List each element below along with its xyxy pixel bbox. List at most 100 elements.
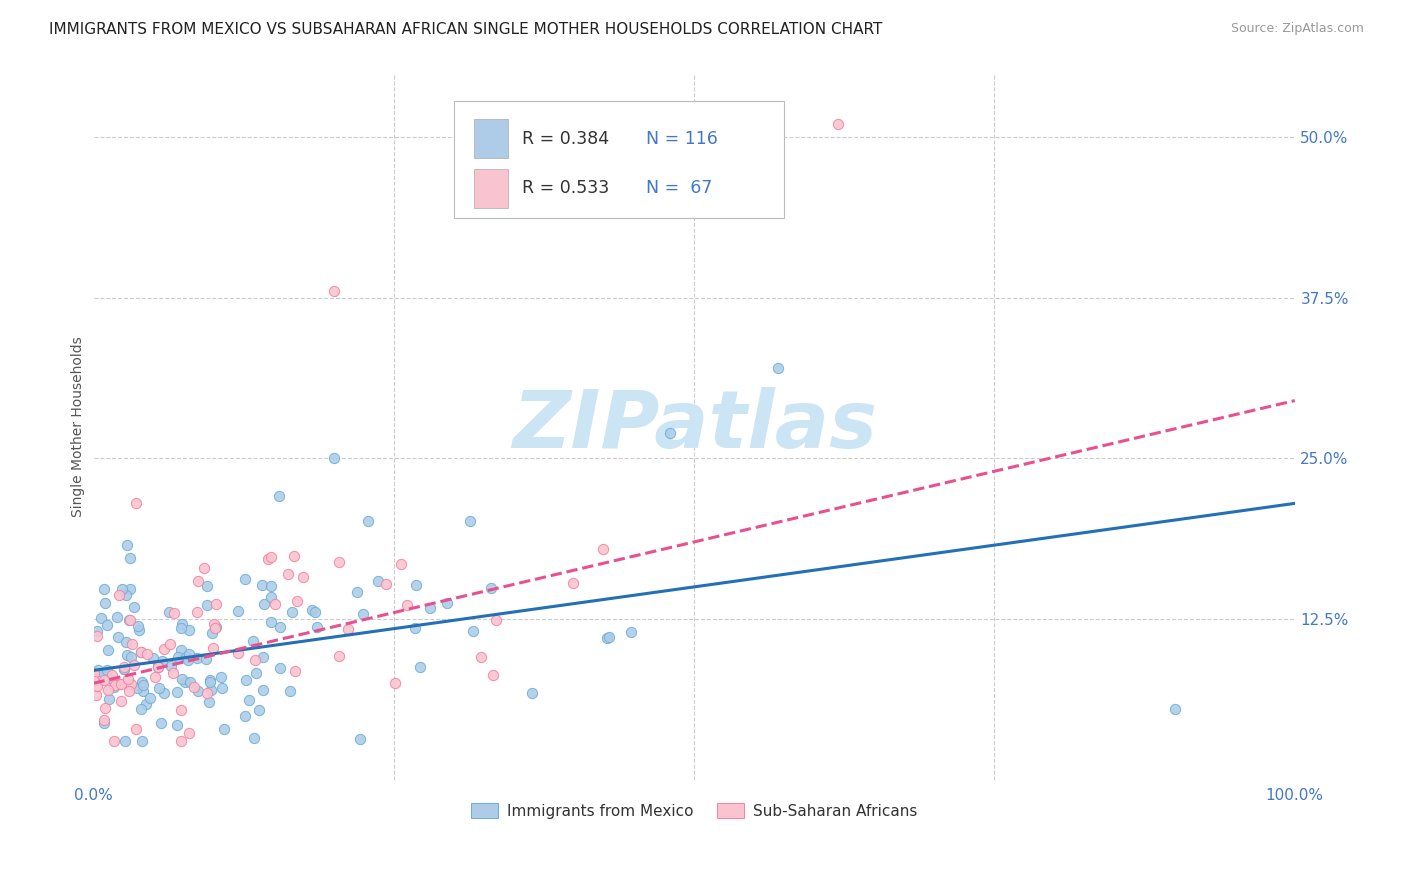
Point	[150, 654, 173, 668]
Point	[561, 575, 583, 590]
Point	[304, 605, 326, 619]
Point	[170, 672, 193, 686]
Bar	[474, 169, 508, 208]
Point	[120, 551, 142, 566]
Point	[592, 541, 614, 556]
Point	[112, 660, 135, 674]
Point	[485, 613, 508, 627]
Point	[118, 613, 141, 627]
Point	[157, 605, 180, 619]
Point	[170, 621, 193, 635]
Point	[419, 600, 441, 615]
Point	[367, 574, 389, 588]
Point	[357, 514, 380, 528]
Point	[107, 588, 129, 602]
Point	[264, 598, 287, 612]
Point	[160, 659, 183, 673]
Point	[86, 688, 108, 702]
Point	[170, 616, 193, 631]
Point	[105, 609, 128, 624]
Point	[458, 514, 481, 528]
Point	[117, 673, 139, 687]
Point	[280, 606, 302, 620]
Point	[87, 663, 110, 677]
Point	[768, 361, 790, 376]
Point	[827, 117, 849, 131]
Point	[259, 549, 281, 564]
Text: IMMIGRANTS FROM MEXICO VS SUBSAHARAN AFRICAN SINGLE MOTHER HOUSEHOLDS CORRELATIO: IMMIGRANTS FROM MEXICO VS SUBSAHARAN AFR…	[49, 22, 883, 37]
Point	[242, 634, 264, 648]
Point	[143, 670, 166, 684]
Point	[121, 637, 143, 651]
Point	[83, 674, 105, 689]
Point	[125, 681, 148, 696]
Point	[202, 617, 225, 632]
Point	[115, 538, 138, 552]
Point	[125, 723, 148, 737]
Point	[481, 668, 503, 682]
Point	[233, 708, 256, 723]
Point	[177, 726, 200, 740]
Point	[86, 679, 108, 693]
Text: Source: ZipAtlas.com: Source: ZipAtlas.com	[1230, 22, 1364, 36]
Point	[245, 665, 267, 680]
Point	[112, 662, 135, 676]
Point	[228, 604, 250, 618]
Point	[90, 611, 112, 625]
Point	[93, 596, 115, 610]
Point	[269, 661, 291, 675]
Point	[193, 561, 215, 575]
Point	[226, 646, 249, 660]
Point	[129, 645, 152, 659]
Point	[139, 690, 162, 705]
Point	[596, 631, 619, 645]
Point	[436, 596, 458, 610]
Point	[97, 692, 120, 706]
Point	[107, 630, 129, 644]
Point	[285, 594, 308, 608]
Point	[598, 630, 620, 644]
Point	[235, 673, 257, 688]
Point	[101, 673, 124, 687]
Point	[187, 574, 209, 588]
Point	[404, 621, 426, 635]
Point	[204, 621, 226, 635]
Point	[86, 624, 108, 639]
Point	[187, 683, 209, 698]
Legend: Immigrants from Mexico, Sub-Saharan Africans: Immigrants from Mexico, Sub-Saharan Afri…	[464, 797, 924, 825]
Point	[96, 642, 118, 657]
Point	[97, 682, 120, 697]
Point	[170, 734, 193, 748]
Point	[470, 649, 492, 664]
Point	[179, 674, 201, 689]
Point	[1163, 702, 1185, 716]
Point	[200, 683, 222, 698]
Point	[659, 425, 682, 440]
Text: R = 0.384: R = 0.384	[523, 129, 610, 148]
Point	[269, 620, 291, 634]
Point	[238, 693, 260, 707]
Point	[233, 572, 256, 586]
Point	[114, 635, 136, 649]
Point	[177, 624, 200, 638]
Point	[214, 722, 236, 736]
Point	[129, 702, 152, 716]
Point	[159, 637, 181, 651]
Point	[301, 603, 323, 617]
Point	[135, 697, 157, 711]
Point	[111, 582, 134, 596]
Point	[198, 695, 221, 709]
Point	[131, 675, 153, 690]
Point	[620, 625, 643, 640]
Point	[132, 683, 155, 698]
Point	[195, 598, 218, 612]
Point	[169, 703, 191, 717]
Point	[120, 677, 142, 691]
Point	[83, 666, 105, 681]
Point	[409, 660, 432, 674]
Point	[198, 675, 221, 690]
Point	[107, 677, 129, 691]
Point	[352, 607, 374, 621]
Point	[243, 653, 266, 667]
Point	[122, 600, 145, 615]
